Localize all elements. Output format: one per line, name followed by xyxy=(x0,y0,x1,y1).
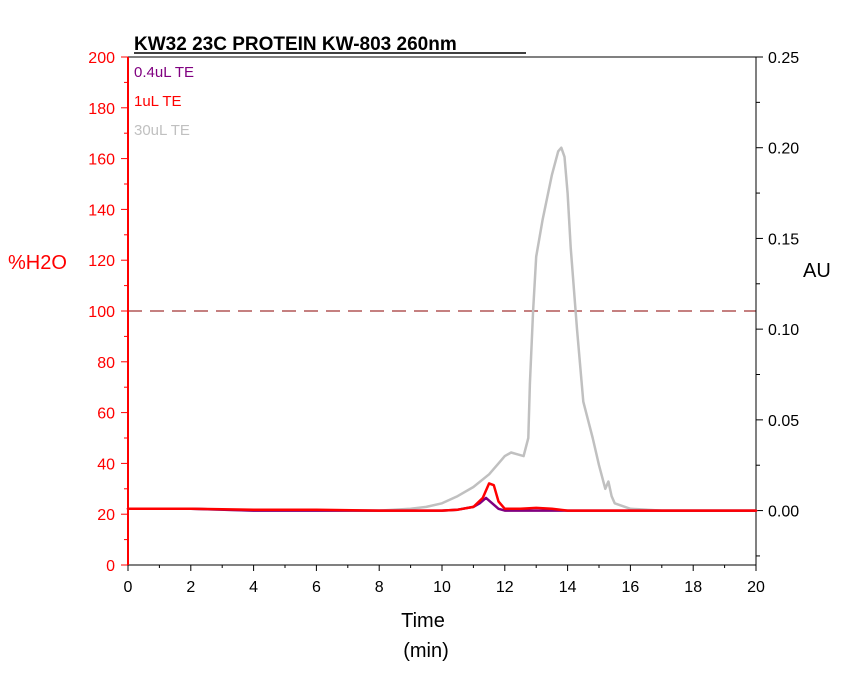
x-tick-label: 2 xyxy=(186,579,195,596)
right-axis-title: AU xyxy=(803,260,831,282)
x-axis-ticks: 0 2 4 6 8 10 12 14 16 18 20 xyxy=(124,565,765,596)
left-tick-label: 60 xyxy=(97,406,115,423)
x-tick-label: 20 xyxy=(747,579,765,596)
left-tick-label: 20 xyxy=(97,507,115,524)
right-tick-label: 0.20 xyxy=(768,141,799,158)
right-tick-label: 0.15 xyxy=(768,231,799,248)
x-tick-label: 14 xyxy=(559,579,577,596)
left-tick-label: 40 xyxy=(97,456,115,473)
x-tick-label: 12 xyxy=(496,579,514,596)
left-tick-label: 0 xyxy=(106,558,115,575)
left-tick-label: 140 xyxy=(88,202,115,219)
series-layer xyxy=(126,146,758,512)
left-axis-ticks: 0 20 40 60 80 100 120 140 160 180 200 xyxy=(88,50,128,575)
series-line-1ul-te xyxy=(126,482,758,512)
legend-item-0: 0.4uL TE xyxy=(134,64,194,81)
left-tick-label: 180 xyxy=(88,101,115,118)
x-axis-title: Time xyxy=(401,610,445,632)
x-tick-label: 8 xyxy=(375,579,384,596)
x-tick-label: 6 xyxy=(312,579,321,596)
x-tick-label: 10 xyxy=(433,579,451,596)
x-axis-unit: (min) xyxy=(403,640,449,662)
right-tick-label: 0.10 xyxy=(768,322,799,339)
legend-item-2: 30uL TE xyxy=(134,122,190,139)
left-tick-label: 100 xyxy=(88,304,115,321)
legend: 0.4uL TE 1uL TE 30uL TE xyxy=(134,64,194,139)
x-tick-label: 4 xyxy=(249,579,258,596)
left-tick-label: 160 xyxy=(88,152,115,169)
x-tick-label: 18 xyxy=(684,579,702,596)
right-tick-label: 0.25 xyxy=(768,50,799,67)
right-axis-ticks: 0.00 0.05 0.10 0.15 0.20 0.25 xyxy=(756,50,799,557)
left-tick-label: 200 xyxy=(88,50,115,67)
chart-title: KW32 23C PROTEIN KW-803 260nm xyxy=(134,34,457,55)
right-tick-label: 0.00 xyxy=(768,504,799,521)
series-line-30ul-te xyxy=(126,146,758,512)
left-tick-label: 120 xyxy=(88,253,115,270)
left-tick-label: 80 xyxy=(97,355,115,372)
x-tick-label: 0 xyxy=(124,579,133,596)
left-axis-title: %H2O xyxy=(8,252,67,274)
right-tick-label: 0.05 xyxy=(768,413,799,430)
legend-item-1: 1uL TE xyxy=(134,93,182,110)
x-tick-label: 16 xyxy=(622,579,640,596)
